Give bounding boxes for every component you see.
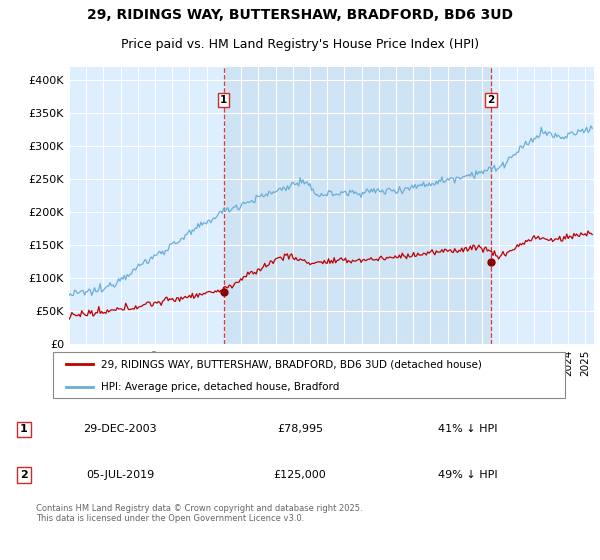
Text: £78,995: £78,995 xyxy=(277,424,323,435)
Text: 1: 1 xyxy=(220,95,227,105)
Text: Price paid vs. HM Land Registry's House Price Index (HPI): Price paid vs. HM Land Registry's House … xyxy=(121,38,479,52)
Text: 49% ↓ HPI: 49% ↓ HPI xyxy=(438,470,498,480)
Text: 29, RIDINGS WAY, BUTTERSHAW, BRADFORD, BD6 3UD (detached house): 29, RIDINGS WAY, BUTTERSHAW, BRADFORD, B… xyxy=(101,359,482,369)
Text: 41% ↓ HPI: 41% ↓ HPI xyxy=(438,424,498,435)
Text: HPI: Average price, detached house, Bradford: HPI: Average price, detached house, Brad… xyxy=(101,382,339,393)
Text: 05-JUL-2019: 05-JUL-2019 xyxy=(86,470,154,480)
FancyBboxPatch shape xyxy=(53,352,565,398)
Text: 29, RIDINGS WAY, BUTTERSHAW, BRADFORD, BD6 3UD: 29, RIDINGS WAY, BUTTERSHAW, BRADFORD, B… xyxy=(87,8,513,22)
Text: £125,000: £125,000 xyxy=(274,470,326,480)
Text: Contains HM Land Registry data © Crown copyright and database right 2025.
This d: Contains HM Land Registry data © Crown c… xyxy=(36,504,362,524)
Text: 2: 2 xyxy=(20,470,28,480)
Text: 29-DEC-2003: 29-DEC-2003 xyxy=(83,424,157,435)
Text: 1: 1 xyxy=(20,424,28,435)
Text: 2: 2 xyxy=(487,95,494,105)
Bar xyxy=(224,67,491,344)
